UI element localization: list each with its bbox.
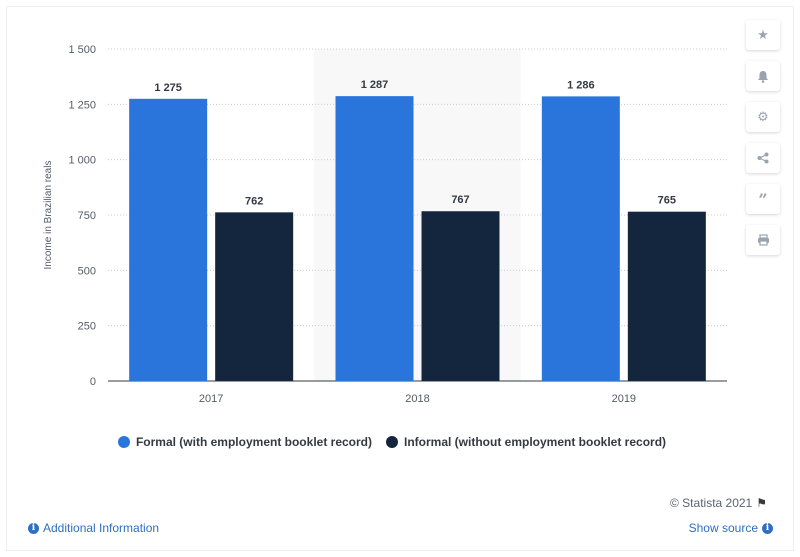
show-source-link[interactable]: Show source i	[689, 521, 773, 535]
chart-card: 0 250 500 750 1 000 1 250 1 500 Income in Brazi…	[6, 6, 794, 551]
legend-swatch-formal	[117, 436, 130, 448]
print-icon	[757, 234, 769, 246]
legend: Formal (with employment booklet record) …	[7, 435, 777, 449]
y-tick-label: 1 250	[68, 99, 96, 111]
favorite-button[interactable]: ★	[746, 20, 780, 50]
legend-swatch-informal	[386, 436, 398, 448]
x-tick-label: 2018	[405, 393, 429, 405]
copyright-text: © Statista 2021	[670, 496, 753, 510]
cite-button[interactable]: ”	[746, 184, 780, 214]
x-tick-label: 2017	[199, 393, 223, 405]
data-label: 765	[658, 195, 676, 207]
data-label: 1 275	[154, 82, 182, 94]
bar-formal-2017	[129, 98, 208, 382]
share-icon	[757, 152, 769, 164]
info-icon: i	[28, 522, 39, 534]
bar-informal-2019	[627, 211, 706, 381]
quote-icon: ”	[758, 189, 768, 209]
y-axis-title: Income in Brazilian reals	[43, 161, 54, 270]
gear-icon: ⚙	[757, 109, 769, 124]
legend-label-formal: Formal (with employment booklet record)	[135, 435, 372, 449]
x-tick-label: 2019	[612, 393, 636, 405]
legend-label-informal: Informal (without employment booklet rec…	[404, 435, 667, 449]
data-label: 1 287	[361, 79, 389, 91]
settings-button[interactable]: ⚙	[746, 102, 780, 132]
side-toolbar: ★ ⚙ ”	[746, 20, 780, 266]
legend-item-formal[interactable]: Formal (with employment booklet record)	[117, 435, 372, 449]
info-icon: i	[762, 522, 773, 534]
notification-button[interactable]	[746, 61, 780, 91]
bar-formal-2018	[335, 96, 414, 382]
star-icon: ★	[757, 27, 769, 42]
bar-informal-2018	[421, 211, 500, 381]
additional-information-link[interactable]: i Additional Information	[28, 521, 159, 535]
legend-item-informal[interactable]: Informal (without employment booklet rec…	[386, 435, 666, 449]
additional-information-label: Additional Information	[43, 521, 160, 535]
bar-informal-2017	[215, 212, 294, 381]
y-tick-label: 750	[78, 210, 96, 222]
bar-chart: 0 250 500 750 1 000 1 250 1 500 Income in Brazi…	[43, 44, 727, 405]
data-label: 767	[451, 194, 469, 206]
y-tick-label: 1 500	[68, 44, 96, 56]
y-tick-label: 0	[90, 376, 96, 388]
y-tick-label: 500	[78, 265, 96, 277]
copyright: © Statista 2021 ⚑	[670, 496, 767, 510]
show-source-label: Show source	[688, 521, 758, 535]
bar-formal-2019	[541, 96, 620, 382]
y-tick-label: 250	[78, 321, 96, 333]
data-label: 762	[245, 195, 263, 207]
bell-icon	[758, 70, 768, 83]
y-tick-label: 1 000	[68, 155, 96, 167]
print-button[interactable]	[746, 225, 780, 255]
share-button[interactable]	[746, 143, 780, 173]
flag-icon[interactable]: ⚑	[756, 496, 767, 510]
data-label: 1 286	[567, 79, 595, 91]
